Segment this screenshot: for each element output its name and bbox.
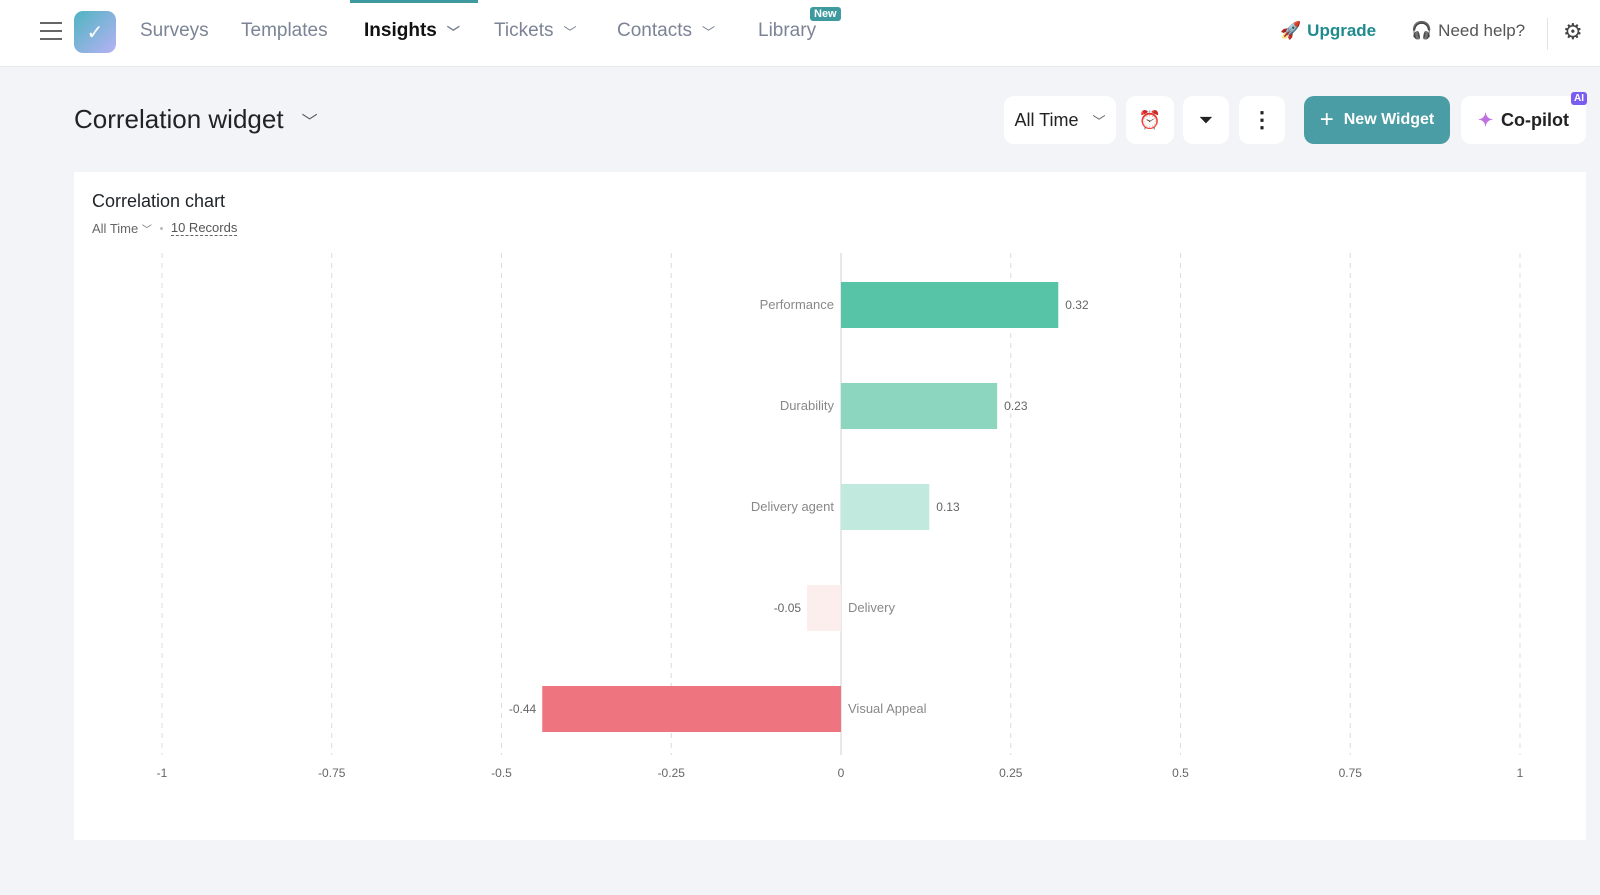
nav-label: Tickets (494, 20, 554, 41)
help-button[interactable]: 🎧 Need help? (1411, 21, 1525, 41)
chart-range-dropdown[interactable]: All Time ﹀ (92, 221, 152, 236)
filter-button[interactable]: ⏷ (1183, 96, 1229, 144)
chevron-down-icon: ﹀ (563, 24, 577, 40)
chevron-down-icon: ﹀ (701, 24, 715, 40)
headset-icon: 🎧 (1411, 21, 1433, 40)
widget-title-dropdown[interactable]: Correlation widget ﹀ (74, 104, 318, 135)
nav-insights[interactable]: Insights ﹀ (364, 20, 460, 42)
records-link[interactable]: 10 Records (170, 220, 238, 236)
category-label: Delivery agent (751, 499, 834, 514)
data-label: -0.05 (774, 601, 802, 615)
more-options-button[interactable]: ⋮ (1239, 96, 1285, 144)
chevron-down-icon: ﹀ (1092, 113, 1106, 129)
x-tick-label: 0.25 (999, 766, 1023, 780)
bar (841, 383, 998, 429)
separator-dot (159, 226, 163, 230)
category-label: Durability (780, 398, 835, 413)
x-tick-label: -0.75 (318, 766, 346, 780)
sparkle-icon: ✦ (1477, 109, 1494, 130)
new-widget-button[interactable]: + New Widget (1304, 96, 1450, 144)
active-tab-indicator (350, 0, 478, 3)
page-title: Correlation widget (74, 104, 284, 134)
help-label: Need help? (1438, 21, 1526, 40)
x-tick-label: 0.5 (1172, 766, 1189, 780)
nav-surveys[interactable]: Surveys (140, 20, 209, 42)
gear-icon[interactable]: ⚙ (1563, 19, 1583, 44)
x-tick-label: -0.25 (658, 766, 686, 780)
data-label: 0.32 (1065, 298, 1089, 312)
nav-label: Surveys (140, 20, 209, 41)
category-label: Performance (760, 297, 834, 312)
category-label: Visual Appeal (848, 701, 927, 716)
bar (841, 484, 930, 530)
x-tick-label: 0 (838, 766, 845, 780)
x-tick-label: 0.75 (1339, 766, 1363, 780)
data-label: 0.23 (1004, 399, 1028, 413)
upgrade-button[interactable]: 🚀 Upgrade (1280, 21, 1376, 41)
chart-range-label: All Time (92, 220, 139, 236)
time-range-select[interactable]: All Time ﹀ (1004, 96, 1116, 144)
alarm-clock-icon: ⏰ (1138, 109, 1162, 130)
bar (542, 686, 841, 732)
x-tick-label: -0.5 (491, 766, 512, 780)
filter-icon: ⏷ (1198, 109, 1214, 130)
nav-contacts[interactable]: Contacts ﹀ (617, 20, 715, 42)
more-vertical-icon: ⋮ (1251, 107, 1273, 132)
nav-label: Insights (364, 20, 437, 41)
category-label: Delivery (848, 600, 895, 615)
top-nav: ✓ Surveys Templates Insights ﹀ Tickets ﹀ C… (0, 0, 1600, 67)
divider (1547, 18, 1548, 50)
rocket-icon: 🚀 (1280, 21, 1302, 40)
nav-templates[interactable]: Templates (241, 20, 328, 42)
schedule-button[interactable]: ⏰ (1126, 96, 1174, 144)
chart-title: Correlation chart (92, 191, 226, 211)
ai-badge: AI (1571, 92, 1587, 105)
x-tick-label: -1 (157, 766, 168, 780)
new-widget-label: New Widget (1343, 111, 1435, 128)
new-badge: New (810, 7, 841, 21)
copilot-label: Co-pilot (1501, 109, 1570, 130)
chevron-down-icon: ﹀ (301, 113, 318, 131)
upgrade-label: Upgrade (1307, 21, 1377, 40)
chevron-down-icon: ﹀ (141, 224, 152, 236)
plus-icon: + (1319, 106, 1334, 133)
bar (841, 282, 1059, 328)
time-range-label: All Time (1014, 109, 1079, 130)
nav-tickets[interactable]: Tickets ﹀ (494, 20, 576, 42)
nav-label: Contacts (617, 20, 692, 41)
data-label: 0.13 (936, 500, 960, 514)
x-tick-label: 1 (1517, 766, 1524, 780)
chevron-down-icon: ﹀ (446, 24, 460, 40)
copilot-button[interactable]: ✦ Co-pilot (1461, 96, 1586, 144)
bar (807, 585, 841, 631)
nav-library[interactable]: Library (758, 20, 816, 42)
app-logo[interactable]: ✓ (74, 11, 116, 53)
chart-subtitle: All Time ﹀ 10 Records (92, 220, 238, 236)
nav-label: Templates (241, 20, 328, 41)
menu-icon[interactable] (40, 22, 62, 40)
nav-label: Library (758, 20, 817, 41)
data-label: -0.44 (509, 702, 537, 716)
